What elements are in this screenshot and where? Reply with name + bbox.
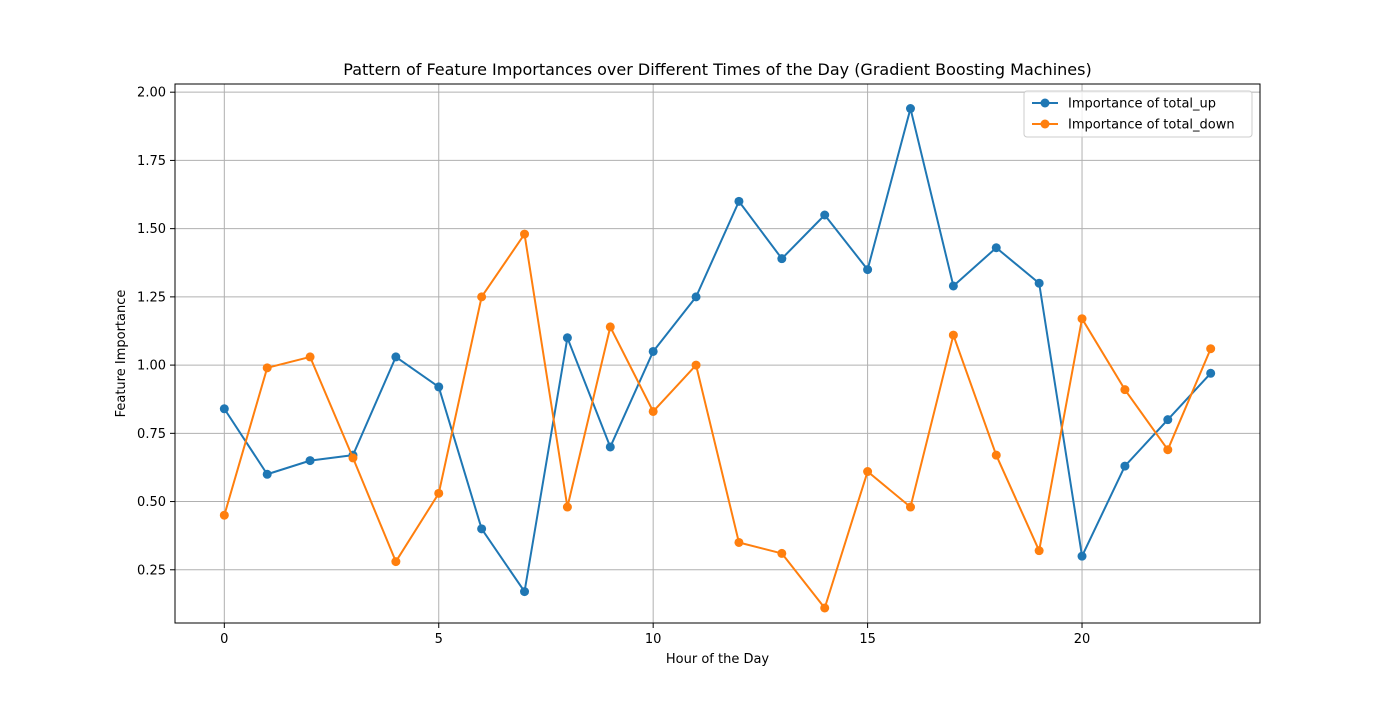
data-point bbox=[734, 537, 744, 547]
data-point bbox=[948, 281, 958, 291]
legend-marker bbox=[1040, 98, 1050, 108]
data-point bbox=[1163, 445, 1173, 455]
data-point bbox=[605, 322, 615, 332]
data-point bbox=[1034, 278, 1044, 288]
data-point bbox=[948, 330, 958, 340]
data-point bbox=[777, 254, 787, 264]
data-point bbox=[1206, 344, 1216, 354]
series-line bbox=[223, 107, 1212, 593]
data-point bbox=[1077, 551, 1087, 561]
x-tick-label: 5 bbox=[435, 632, 443, 647]
data-point bbox=[520, 229, 530, 239]
x-tick-label: 10 bbox=[645, 632, 662, 647]
data-point bbox=[1120, 461, 1130, 471]
data-point bbox=[820, 603, 830, 613]
data-point bbox=[991, 450, 1001, 460]
data-point bbox=[648, 346, 658, 356]
y-ticks: 0.25 0.50 0.75 1.00 1.25 1.50 1.75 2.00 bbox=[137, 86, 175, 578]
data-point bbox=[434, 382, 444, 392]
grid bbox=[175, 84, 1260, 623]
data-point bbox=[863, 467, 873, 477]
legend-label: Importance of total_down bbox=[1068, 118, 1235, 133]
data-point bbox=[863, 265, 873, 275]
data-point bbox=[605, 442, 615, 452]
x-tick-label: 20 bbox=[1074, 632, 1091, 647]
y-tick-label: 2.00 bbox=[137, 86, 166, 101]
y-tick-label: 1.50 bbox=[137, 222, 166, 237]
data-point bbox=[391, 557, 401, 567]
data-point bbox=[477, 292, 487, 302]
data-point bbox=[820, 210, 830, 220]
y-tick-label: 0.75 bbox=[137, 427, 166, 442]
data-point bbox=[1120, 385, 1130, 395]
data-point bbox=[1206, 368, 1216, 378]
data-point bbox=[648, 406, 658, 416]
data-point bbox=[434, 488, 444, 498]
y-tick-label: 1.75 bbox=[137, 154, 166, 169]
legend-marker bbox=[1040, 119, 1050, 129]
series-1 bbox=[219, 104, 1216, 597]
data-point bbox=[1163, 415, 1173, 425]
plot-frame bbox=[174, 83, 1261, 624]
chart-title: Pattern of Feature Importances over Diff… bbox=[343, 60, 1091, 79]
x-axis-label: Hour of the Day bbox=[666, 652, 770, 667]
legend-box bbox=[1023, 90, 1253, 138]
data-point bbox=[262, 469, 272, 479]
data-point bbox=[1077, 314, 1087, 324]
data-point bbox=[991, 243, 1001, 253]
x-tick-label: 15 bbox=[859, 632, 876, 647]
y-axis-label: Feature Importance bbox=[114, 290, 129, 418]
data-point bbox=[305, 456, 315, 466]
x-ticks: 0 5 10 15 20 bbox=[220, 623, 1090, 647]
legend: Importance of total_up Importance of tota… bbox=[1023, 90, 1253, 138]
data-point bbox=[777, 548, 787, 558]
data-point bbox=[520, 587, 530, 597]
series-line bbox=[223, 233, 1212, 609]
data-point bbox=[691, 292, 701, 302]
data-point bbox=[562, 333, 572, 343]
legend-item: Importance of total_up bbox=[1032, 97, 1216, 112]
data-point bbox=[905, 502, 915, 512]
plot-series bbox=[219, 104, 1216, 613]
y-tick-label: 1.25 bbox=[137, 290, 166, 305]
data-point bbox=[219, 510, 229, 520]
legend-item: Importance of total_down bbox=[1032, 118, 1235, 133]
legend-label: Importance of total_up bbox=[1068, 97, 1216, 112]
data-point bbox=[477, 524, 487, 534]
data-point bbox=[391, 352, 401, 362]
data-point bbox=[562, 502, 572, 512]
data-point bbox=[734, 196, 744, 206]
data-point bbox=[691, 360, 701, 370]
data-point bbox=[305, 352, 315, 362]
series-2 bbox=[219, 229, 1216, 613]
y-tick-label: 0.50 bbox=[137, 495, 166, 510]
data-point bbox=[262, 363, 272, 373]
data-point bbox=[348, 453, 358, 463]
axes bbox=[174, 83, 1261, 624]
y-tick-label: 0.25 bbox=[137, 563, 166, 578]
data-point bbox=[1034, 546, 1044, 556]
data-point bbox=[905, 104, 915, 114]
data-point bbox=[219, 404, 229, 414]
y-tick-label: 1.00 bbox=[137, 359, 166, 374]
x-tick-label: 0 bbox=[220, 632, 228, 647]
